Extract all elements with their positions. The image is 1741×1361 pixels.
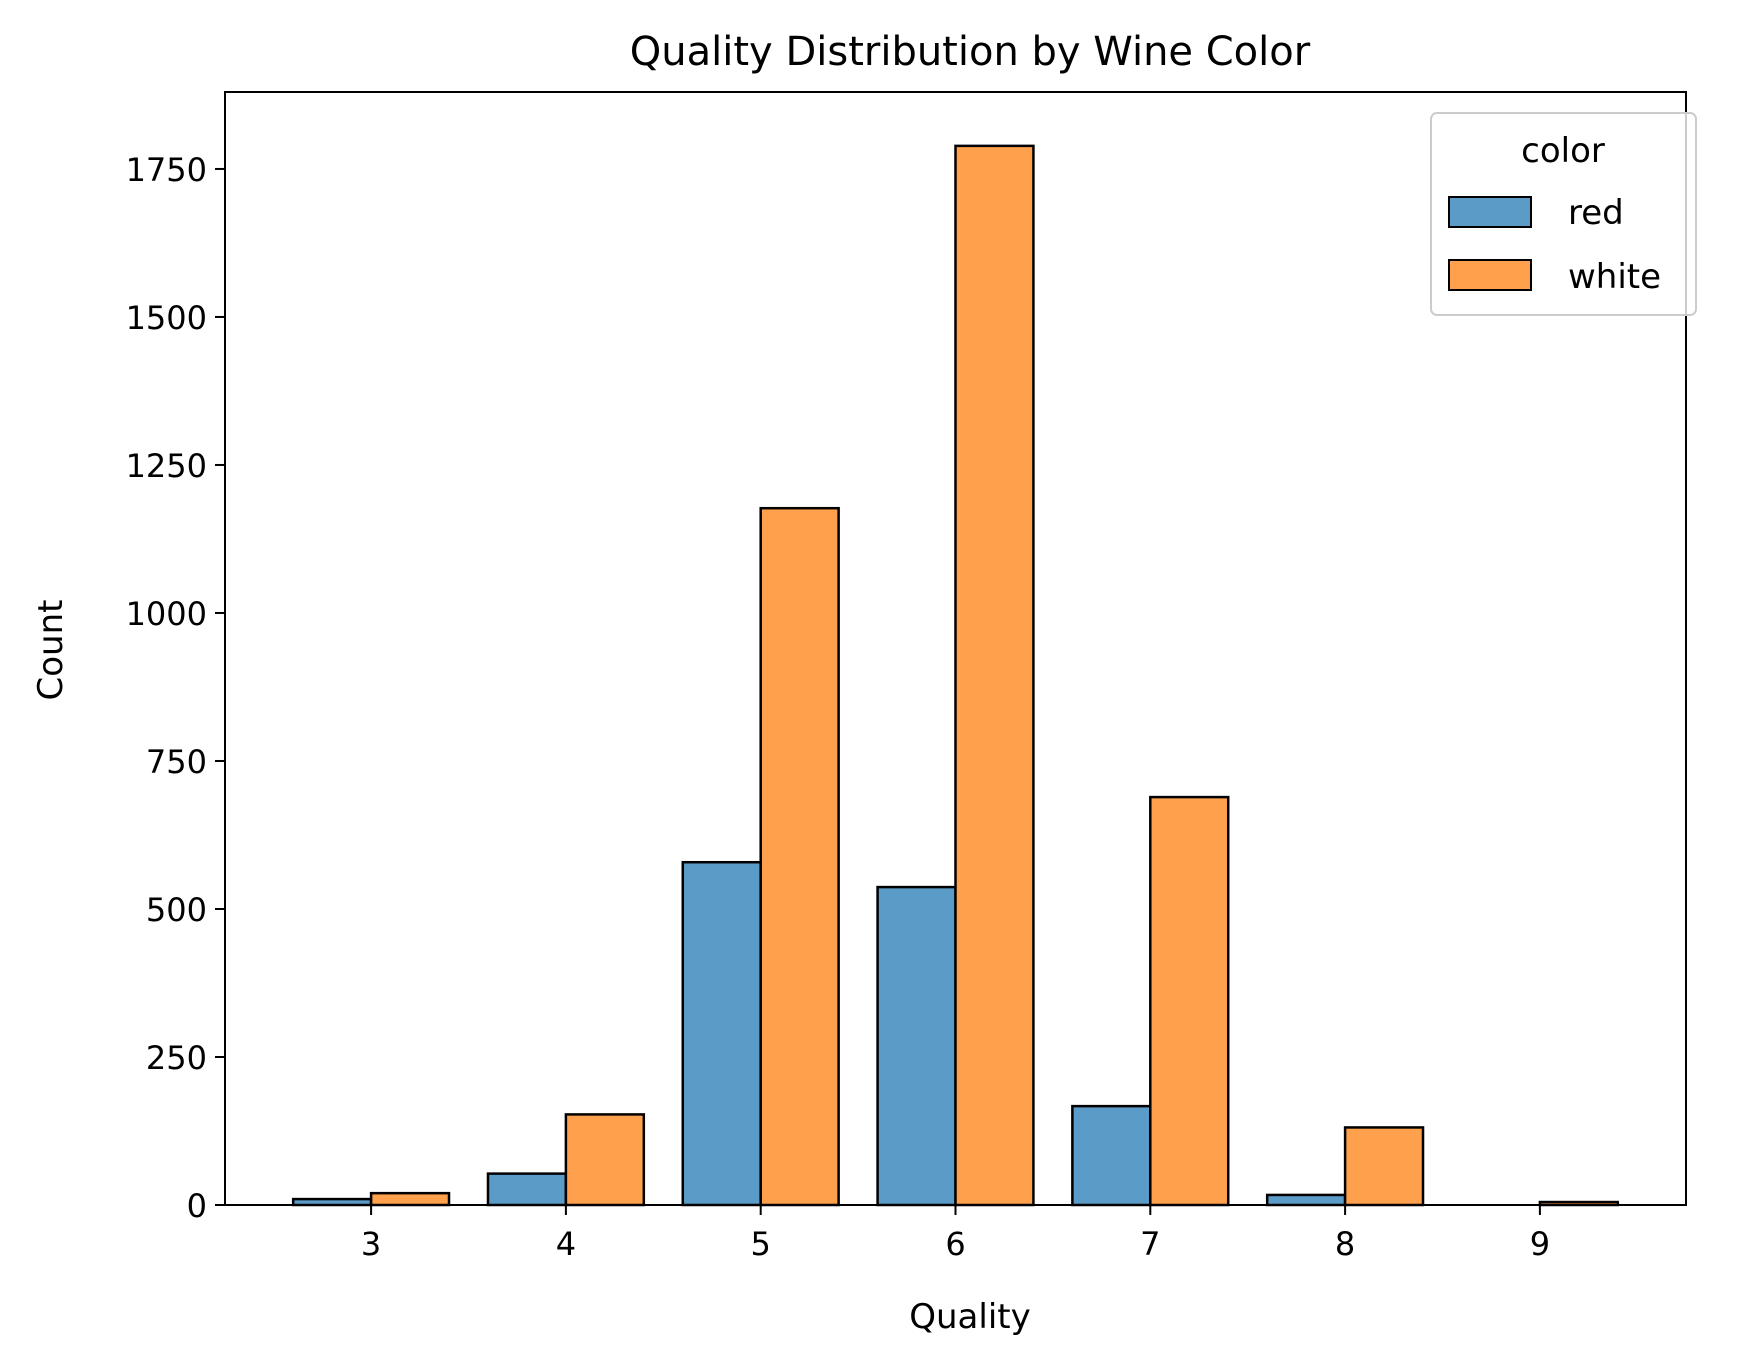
bar-white-4 [564, 1113, 646, 1207]
chart-title: Quality Distribution by Wine Color [630, 29, 1311, 75]
x-axis-label: Quality [909, 1297, 1031, 1337]
x-tick-label-9: 9 [1530, 1225, 1550, 1263]
bar-red-8 [1265, 1193, 1347, 1207]
y-tick-label-1750: 1750 [126, 151, 207, 189]
bar-red-4 [486, 1172, 568, 1207]
bar-red-5 [681, 860, 762, 1207]
x-tick-label-7: 7 [1140, 1225, 1160, 1263]
bar-white-5 [759, 506, 840, 1207]
x-tick-label-8: 8 [1335, 1225, 1355, 1263]
bar-white-3 [369, 1191, 451, 1207]
legend-swatch-white [1448, 259, 1532, 291]
y-tick-label-0: 0 [187, 1187, 207, 1225]
x-axis-ticks: 3 4 5 6 7 8 9 [361, 1205, 1550, 1263]
legend: color red white [1430, 112, 1697, 316]
y-tick-label-1500: 1500 [126, 299, 207, 337]
x-tick-label-3: 3 [361, 1225, 381, 1263]
bars-group [291, 144, 1620, 1207]
y-tick-label-750: 750 [146, 743, 207, 781]
legend-label-white: white [1568, 257, 1661, 297]
y-axis-label: Count [31, 600, 71, 701]
x-tick-label-6: 6 [945, 1225, 965, 1263]
x-tick-label-5: 5 [751, 1225, 771, 1263]
y-axis-ticks: 0 250 500 750 1000 1250 1500 1750 [126, 151, 225, 1225]
legend-title: color [1521, 131, 1605, 171]
legend-label-red: red [1568, 193, 1624, 233]
y-tick-label-500: 500 [146, 891, 207, 929]
bar-red-6 [876, 885, 957, 1207]
bar-white-6 [954, 144, 1035, 1207]
plot-frame [224, 91, 1687, 1206]
bar-red-7 [1071, 1104, 1152, 1207]
bar-white-7 [1149, 795, 1230, 1207]
x-tick-label-4: 4 [556, 1225, 576, 1263]
bar-white-8 [1343, 1126, 1425, 1207]
y-tick-label-250: 250 [146, 1039, 207, 1077]
y-tick-label-1000: 1000 [126, 595, 207, 633]
legend-swatch-red [1448, 196, 1532, 228]
y-tick-label-1250: 1250 [126, 447, 207, 485]
